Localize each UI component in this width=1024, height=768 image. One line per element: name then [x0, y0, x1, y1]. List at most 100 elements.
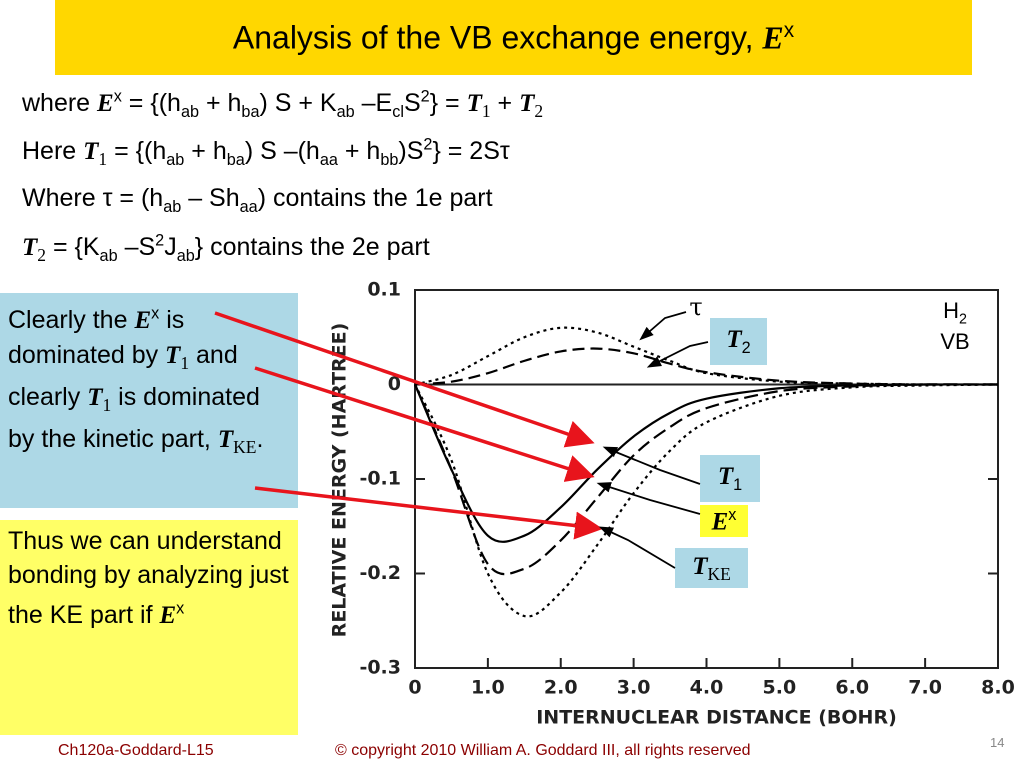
script-symbol: E	[711, 508, 729, 536]
text-run: = {(h	[121, 89, 181, 118]
script-sub: 2	[741, 339, 751, 357]
curve	[414, 347, 999, 386]
script-symbol: E	[159, 602, 177, 630]
script-symbol: T	[726, 326, 742, 353]
script-sup: x	[783, 18, 795, 42]
script-symbol: T	[22, 234, 38, 262]
rich-text: T2	[726, 325, 750, 358]
script-ssub: 1	[481, 101, 491, 122]
x-tick-label: 6.0	[835, 677, 869, 699]
script-sub: ab	[180, 103, 200, 122]
script-sub: ab	[176, 247, 195, 266]
script-ssub: 1	[102, 395, 112, 416]
y-tick-label: -0.1	[359, 468, 401, 490]
rich-text: H2	[943, 298, 967, 327]
script-sub: ab	[166, 151, 185, 170]
x-tick-label: 5.0	[763, 677, 797, 699]
note-box: Thus we can understand bonding by analyz…	[0, 520, 298, 735]
text-run: } contains the 2e part	[194, 233, 430, 262]
script-sub: ab	[336, 103, 355, 122]
rich-text: Thus we can understand bonding by analyz…	[8, 527, 289, 629]
x-tick-label: 0	[408, 677, 421, 699]
curve-label: Ex	[700, 505, 748, 537]
text-run: .	[256, 425, 264, 454]
text-run: = {K	[46, 233, 100, 262]
text-run: is dominated by	[8, 306, 185, 370]
script-symbol: E	[97, 90, 114, 118]
text-run: where	[22, 89, 98, 118]
curve-label: T1	[700, 455, 760, 502]
script-symbol: T	[217, 426, 234, 454]
text-line: T2 = {Kab –S2Jab} contains the 2e part	[22, 232, 430, 266]
x-tick-label: 7.0	[908, 677, 942, 699]
x-tick-label: 2.0	[544, 677, 578, 699]
script-sub: bb	[380, 151, 399, 170]
text-run: ) S + K	[259, 89, 337, 118]
text-run: } =	[429, 89, 467, 118]
rich-text: Here T1 = {(hab + hba) S –(haa + hbb)S2}…	[22, 136, 510, 169]
text-run: } = 2Sτ	[432, 137, 510, 166]
plot-annotation: VB	[930, 327, 980, 357]
text-run: J	[164, 233, 177, 262]
text-run: Here	[22, 137, 84, 166]
text-run: Clearly the	[8, 306, 135, 335]
text-run: –S	[117, 233, 156, 262]
note-box: Clearly the Ex is dominated by T1 and cl…	[0, 293, 298, 508]
script-symbol: T	[165, 342, 181, 370]
rich-text: VB	[940, 329, 969, 355]
script-sup: 2	[420, 88, 430, 106]
plot-annotation: H2	[935, 298, 975, 328]
rich-text: Clearly the Ex is dominated by T1 and cl…	[8, 305, 264, 457]
y-axis-label: RELATIVE ENERGY (HARTREE)	[329, 323, 351, 638]
rich-text: T1	[718, 462, 742, 495]
text-run: +	[490, 89, 520, 118]
text-run: H	[943, 298, 959, 324]
text-run: S	[403, 89, 421, 118]
x-tick-label: 1.0	[471, 677, 505, 699]
script-sub: ba	[226, 151, 245, 170]
slide-title: Analysis of the VB exchange energy, Ex	[55, 0, 972, 75]
equation-line: Here T1 = {(hab + hba) S –(haa + hbb)S2}…	[22, 136, 510, 170]
script-ssub: KE	[233, 437, 257, 458]
script-symbol: T	[692, 552, 708, 580]
script-symbol: T	[87, 384, 103, 412]
text-run: ) contains the 1e part	[257, 184, 493, 212]
footer-left: Ch120a-Goddard-L15	[58, 742, 214, 759]
script-sup: x	[176, 600, 185, 618]
x-tick-label: 8.0	[981, 677, 1015, 699]
rich-text: where Ex = {(hab + hba) S + Kab –EclS2} …	[22, 88, 543, 121]
text-run: VB	[940, 329, 970, 354]
footer-copyright: © copyright 2010 William A. Goddard III,…	[335, 742, 751, 759]
curve-label: TKE	[675, 548, 748, 588]
rich-text: Where τ = (hab – Shaa) contains the 1e p…	[22, 184, 493, 216]
script-sub: 2	[958, 311, 967, 328]
y-tick-label: 0	[388, 373, 401, 395]
curve	[414, 326, 999, 386]
rich-text: T2 = {Kab –S2Jab} contains the 2e part	[22, 232, 430, 265]
script-symbol: T	[717, 463, 734, 490]
script-sup: x	[113, 88, 122, 106]
x-tick-label: 4.0	[690, 677, 724, 699]
script-sub: 1	[733, 476, 743, 494]
script-ssub: 2	[37, 245, 47, 266]
script-symbol: T	[519, 90, 535, 118]
script-ssub: 1	[98, 149, 108, 170]
script-symbol: T	[83, 138, 99, 166]
rich-text: TKE	[692, 552, 731, 585]
text-run: –E	[354, 89, 393, 118]
equation-line: where Ex = {(hab + hba) S + Kab –EclS2} …	[22, 88, 543, 122]
rich-text: τ	[689, 293, 702, 321]
text-run: + h	[184, 137, 227, 166]
y-tick-label: -0.2	[359, 562, 401, 584]
text-run: Where τ = (h	[22, 184, 164, 212]
script-sup: 2	[423, 136, 433, 154]
script-sub: ab	[163, 198, 182, 216]
script-sub: ab	[99, 247, 118, 266]
page-number: 14	[990, 735, 1005, 750]
script-sub: aa	[239, 198, 258, 216]
y-tick-label: 0.1	[367, 279, 401, 301]
script-sub: cl	[392, 103, 404, 122]
script-sup: x	[151, 305, 160, 323]
x-tick-label: 3.0	[617, 677, 651, 699]
script-symbol: E	[134, 307, 152, 335]
